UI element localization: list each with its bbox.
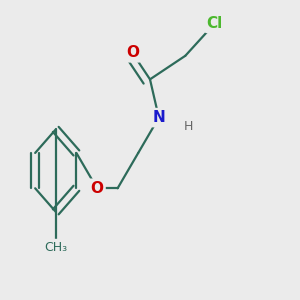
Text: O: O bbox=[126, 45, 139, 60]
Text: CH₃: CH₃ bbox=[44, 241, 67, 254]
Text: H: H bbox=[184, 120, 193, 133]
Text: O: O bbox=[91, 181, 103, 196]
Text: Cl: Cl bbox=[207, 16, 223, 31]
Text: N: N bbox=[152, 110, 165, 125]
